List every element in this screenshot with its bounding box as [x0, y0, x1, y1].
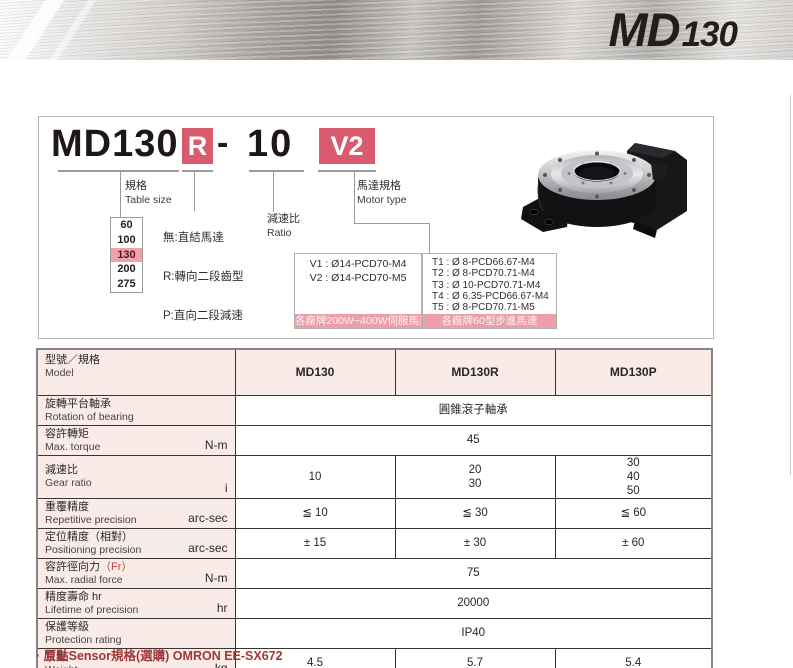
unit-label: arc-sec — [188, 540, 228, 555]
table-size-listbox: 60 100 130 200 275 — [110, 217, 143, 293]
code-ratio: 10 — [247, 123, 294, 165]
row-max-radial-force: 容許徑向力（Fr） Max. radial force N-m 75 — [36, 557, 713, 589]
code-base: MD130 — [51, 123, 179, 165]
torque-value: 45 — [234, 424, 713, 456]
table-header-row: 型號／規格 Model MD130 MD130R MD130P — [36, 348, 713, 396]
row-gear-ratio: 減速比 Gear ratio i 10 20 30 30 40 50 — [36, 454, 713, 499]
unit-label: hr — [216, 600, 228, 615]
column-header-md130p: MD130P — [554, 348, 713, 396]
connector-motor-branch-h — [354, 223, 430, 224]
code-variant-badge: R — [182, 128, 213, 164]
header-band: MD 130 — [0, 0, 793, 60]
unit-label: kg — [214, 660, 228, 668]
underline-variant — [182, 170, 213, 172]
spec-table: 型號／規格 Model MD130 MD130R MD130P 旋轉平台軸承 R… — [36, 348, 713, 668]
model-code-diagram: MD130 R - 10 V2 規格 Table size 60 100 130… — [38, 116, 714, 339]
row-positioning-precision: 定位精度（相對） Positioning precision arc-sec ±… — [36, 527, 713, 559]
fr-red-label: （Fr） — [100, 560, 133, 573]
row-repetitive-precision: 重覆精度 Repetitive precision arc-sec ≦ 10 ≦… — [36, 497, 713, 529]
ratio-label: 減速比 Ratio — [267, 213, 300, 239]
size-option-selected: 130 — [111, 247, 142, 263]
product-photo — [521, 143, 687, 238]
gear-ratio-md130p: 30 40 50 — [554, 454, 713, 499]
variant-options: 無:直結馬達 R:轉向二段齒型 P:直向二段減速 — [163, 231, 244, 322]
size-option: 100 — [117, 233, 136, 246]
sensor-footnote: · 原點Sensor規格(選購) OMRON EE-SX672 — [36, 649, 283, 663]
table-size-label: 規格 Table size — [125, 180, 172, 206]
underline-base — [58, 170, 179, 172]
unit-label: arc-sec — [188, 510, 228, 525]
model-series-text: MD — [608, 3, 681, 56]
model-number-text: 130 — [681, 15, 738, 54]
radial-force-value: 75 — [234, 557, 713, 589]
code-dash: - — [217, 124, 229, 162]
page-title: MD 130 — [608, 2, 739, 57]
underline-ratio — [249, 170, 304, 172]
row-weight: 質量 Weight kg 4.5 5.7 5.4 — [36, 647, 713, 668]
unit-label: i — [224, 480, 228, 495]
column-header-md130r: MD130R — [394, 348, 556, 396]
protection-value: IP40 — [234, 617, 713, 649]
servo-motor-caption: 各廠牌200W~400W伺服馬達 — [295, 314, 421, 328]
page-edge-line — [790, 95, 791, 475]
row-lifetime: 精度壽命 hr Lifetime of precision hr 20000 — [36, 587, 713, 619]
gear-ratio-md130: 10 — [234, 454, 396, 499]
connector-variant — [194, 170, 195, 211]
underline-motor — [318, 170, 376, 172]
motor-type-label: 馬達規格 Motor type — [357, 180, 407, 206]
t-motor-options: T1 : Ø 8-PCD66.67-M4 T2 : Ø 8-PCD70.71-M… — [432, 257, 549, 314]
bearing-value: 圓錐滾子軸承 — [234, 394, 713, 426]
connector-motor — [354, 170, 355, 223]
row-max-torque: 容許轉矩 Max. torque N-m 45 — [36, 424, 713, 456]
size-option: 200 — [117, 263, 136, 276]
v-motor-options: V1 : Ø14-PCD70-M4 V2 : Ø14-PCD70-M5 — [309, 258, 407, 284]
weight-md130p: 5.4 — [554, 647, 713, 668]
unit-label: N-m — [204, 437, 228, 452]
row-bearing: 旋轉平台軸承 Rotation of bearing 圓錐滾子軸承 — [36, 394, 713, 426]
size-option: 275 — [117, 278, 136, 291]
stepper-motor-box: T1 : Ø 8-PCD66.67-M4 T2 : Ø 8-PCD70.71-M… — [422, 253, 557, 329]
gear-ratio-md130r: 20 30 — [394, 454, 556, 499]
stepper-motor-caption: 各廠牌60型步進馬達 — [423, 314, 556, 328]
row-protection-rating: 保護等級 Protection rating IP40 — [36, 617, 713, 649]
connector-base — [120, 170, 121, 217]
code-motor-badge: V2 — [319, 128, 375, 164]
model-header-cell: 型號／規格 Model — [36, 348, 236, 396]
unit-label: N-m — [204, 570, 228, 585]
weight-md130r: 5.7 — [394, 647, 556, 668]
servo-motor-box: V1 : Ø14-PCD70-M4 V2 : Ø14-PCD70-M5 各廠牌2… — [294, 253, 422, 329]
column-header-md130: MD130 — [234, 348, 396, 396]
connector-motor-branch-v — [429, 223, 430, 253]
size-option: 60 — [120, 219, 133, 231]
lifetime-value: 20000 — [234, 587, 713, 619]
connector-ratio — [273, 170, 274, 212]
